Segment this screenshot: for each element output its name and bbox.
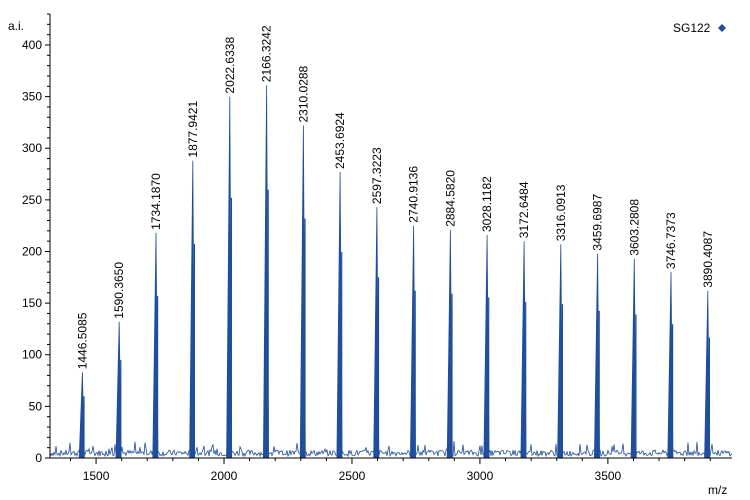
x-tick-label: 2000 [211,469,238,483]
peak-label-9: 2597.3223 [370,147,384,204]
peak-label-15: 3459.6987 [591,194,605,251]
y-axis-label: a.i. [8,19,24,33]
peak-label-12: 3028.1182 [480,176,494,232]
x-tick-label: 2500 [339,469,366,483]
y-tick-label: 400 [22,38,42,52]
x-axis-label: m/z [708,483,727,497]
y-tick-label: 200 [22,244,42,258]
x-tick-label: 1500 [83,469,110,483]
peak-labels-group: 1446.5085 1590.3650 1734.1870 1877.9421 2022… [75,25,714,369]
peak-label-18: 3890.4087 [701,231,715,288]
peak-label-16: 3603.2808 [627,199,641,256]
noise-trace [49,441,733,458]
peak-label-1: 1446.5085 [75,312,89,369]
peak-label-11: 2884.5820 [443,170,457,227]
peak-label-4: 1877.9421 [186,101,200,158]
legend: SG122 [673,21,726,35]
baseline-noise [49,441,733,458]
peak-label-7: 2310.0288 [296,65,310,122]
peak-label-10: 2740.9136 [407,166,421,223]
peak-label-5: 2022.6338 [223,37,237,94]
y-tick-label: 350 [22,90,42,104]
peaks-group [78,85,711,459]
y-tick-label: 50 [29,399,43,413]
x-tick-label: 3000 [467,469,494,483]
peak-label-13: 3172.6484 [517,181,531,238]
axes-group: 0 50 100 150 200 250 300 350 400 1500 2000 2500 3000… [22,13,732,483]
y-tick-label: 300 [22,141,42,155]
legend-marker-diamond [718,24,726,32]
peak-label-3: 1734.1870 [149,173,163,230]
peak-label-6: 2166.3242 [260,25,274,82]
peak-label-2: 1590.3650 [112,262,126,319]
y-tick-label: 150 [22,296,42,310]
peak-label-14: 3316.0913 [554,184,568,241]
x-tick-label: 3500 [595,469,622,483]
y-tick-label: 250 [22,193,42,207]
peak-label-17: 3746.7373 [664,212,678,269]
peak-label-8: 2453.6924 [333,112,347,169]
y-tick-label: 100 [22,348,42,362]
legend-label: SG122 [673,21,711,35]
y-tick-label: 0 [35,451,42,465]
